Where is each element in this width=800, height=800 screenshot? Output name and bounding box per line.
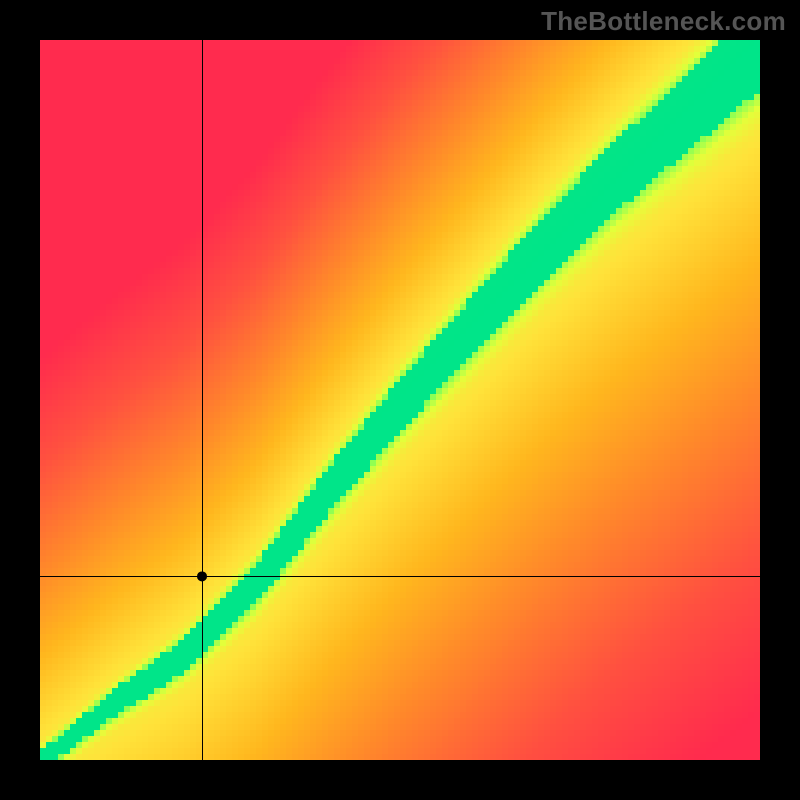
crosshair-overlay	[40, 40, 760, 760]
figure-root: TheBottleneck.com	[0, 0, 800, 800]
watermark-text: TheBottleneck.com	[541, 6, 786, 37]
